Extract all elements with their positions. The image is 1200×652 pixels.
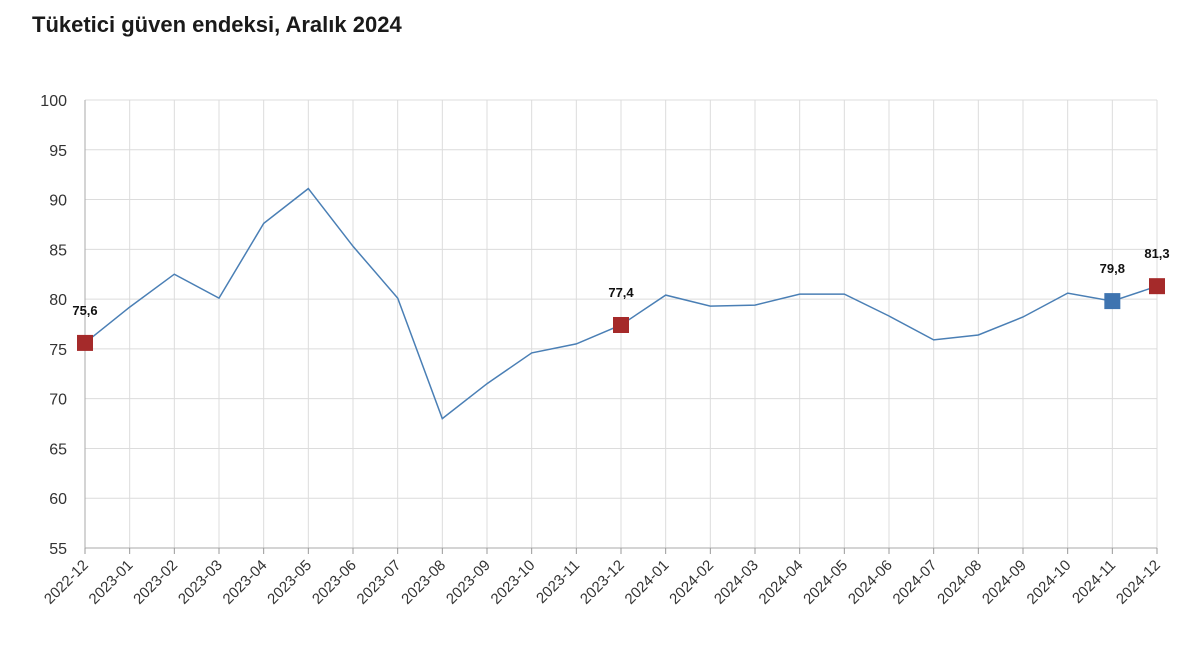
x-tick-label: 2024-08 (934, 557, 985, 608)
data-labels: 75,6 77,4 79,8 81,3 (72, 246, 1169, 318)
x-tick-label: 2023-11 (533, 557, 583, 607)
x-tick-label: 2024-05 (800, 557, 851, 608)
x-tick-label: 2023-09 (443, 557, 494, 608)
x-tick-label: 2024-07 (890, 557, 941, 608)
highlight-marker (613, 316, 629, 333)
data-point (976, 333, 980, 337)
x-tick-label: 2024-01 (622, 557, 673, 608)
data-point (798, 292, 802, 296)
x-tick-label: 2024-04 (756, 557, 807, 608)
highlight-marker (1104, 293, 1121, 310)
data-point (485, 382, 489, 386)
x-tick-label: 2024-10 (1024, 557, 1075, 608)
data-point (351, 244, 355, 248)
data-point (262, 221, 266, 225)
grid-lines (84, 99, 1158, 549)
x-tick-label: 2024-02 (666, 557, 717, 608)
data-point (1021, 315, 1025, 319)
y-tick-label: 100 (40, 93, 67, 110)
x-tick-label: 2023-03 (175, 557, 226, 608)
x-tick-label: 2023-08 (398, 557, 449, 608)
data-point (1066, 291, 1070, 295)
data-point (664, 293, 668, 297)
x-tick-label: 2022-12 (41, 557, 92, 608)
y-tick-label: 55 (49, 541, 67, 558)
data-point (932, 338, 936, 342)
y-tick-label: 65 (49, 441, 67, 458)
data-point (842, 292, 846, 296)
x-tick-label: 2023-07 (354, 557, 405, 608)
y-tick-label: 75 (49, 342, 67, 359)
y-tick-label: 95 (49, 143, 67, 160)
x-tick-label: 2024-11 (1069, 557, 1119, 607)
y-axis-ticks: 55 60 65 70 75 80 85 90 95 100 (40, 93, 67, 558)
data-point (708, 304, 712, 308)
x-tick-label: 2023-02 (130, 557, 181, 608)
data-point (128, 305, 132, 309)
data-point (217, 296, 221, 300)
data-point (887, 314, 891, 318)
data-point (574, 342, 578, 346)
x-tick-label: 2023-10 (488, 557, 539, 608)
highlight-marker (77, 334, 93, 351)
x-tick-label: 2024-06 (845, 557, 896, 608)
highlight-marker (1149, 278, 1165, 295)
x-tick-label: 2023-12 (577, 557, 628, 608)
data-label: 75,6 (72, 303, 97, 318)
data-point (396, 296, 400, 300)
y-tick-label: 80 (49, 292, 67, 309)
chart-title: Tüketici güven endeksi, Aralık 2024 (32, 12, 402, 37)
data-label: 81,3 (1144, 246, 1169, 261)
y-tick-label: 60 (49, 491, 67, 508)
x-tick-label: 2024-03 (711, 557, 762, 608)
x-tick-label: 2023-06 (309, 557, 360, 608)
data-label: 77,4 (608, 285, 634, 300)
y-tick-label: 70 (49, 392, 67, 409)
data-label: 79,8 (1100, 261, 1125, 276)
x-axis-ticks: 2022-122023-012023-022023-032023-042023-… (41, 548, 1164, 608)
x-tick-label: 2023-05 (264, 557, 315, 608)
data-point (172, 272, 176, 276)
highlight-markers (77, 278, 1165, 351)
data-point (306, 187, 310, 191)
x-tick-label: 2023-01 (86, 557, 137, 608)
data-point (530, 351, 534, 355)
data-point (440, 417, 444, 421)
x-tick-label: 2024-12 (1113, 557, 1164, 608)
x-tick-label: 2023-04 (220, 557, 271, 608)
x-tick-label: 2024-09 (979, 557, 1030, 608)
y-tick-label: 90 (49, 193, 67, 210)
y-tick-label: 85 (49, 242, 67, 259)
data-point (753, 303, 757, 307)
